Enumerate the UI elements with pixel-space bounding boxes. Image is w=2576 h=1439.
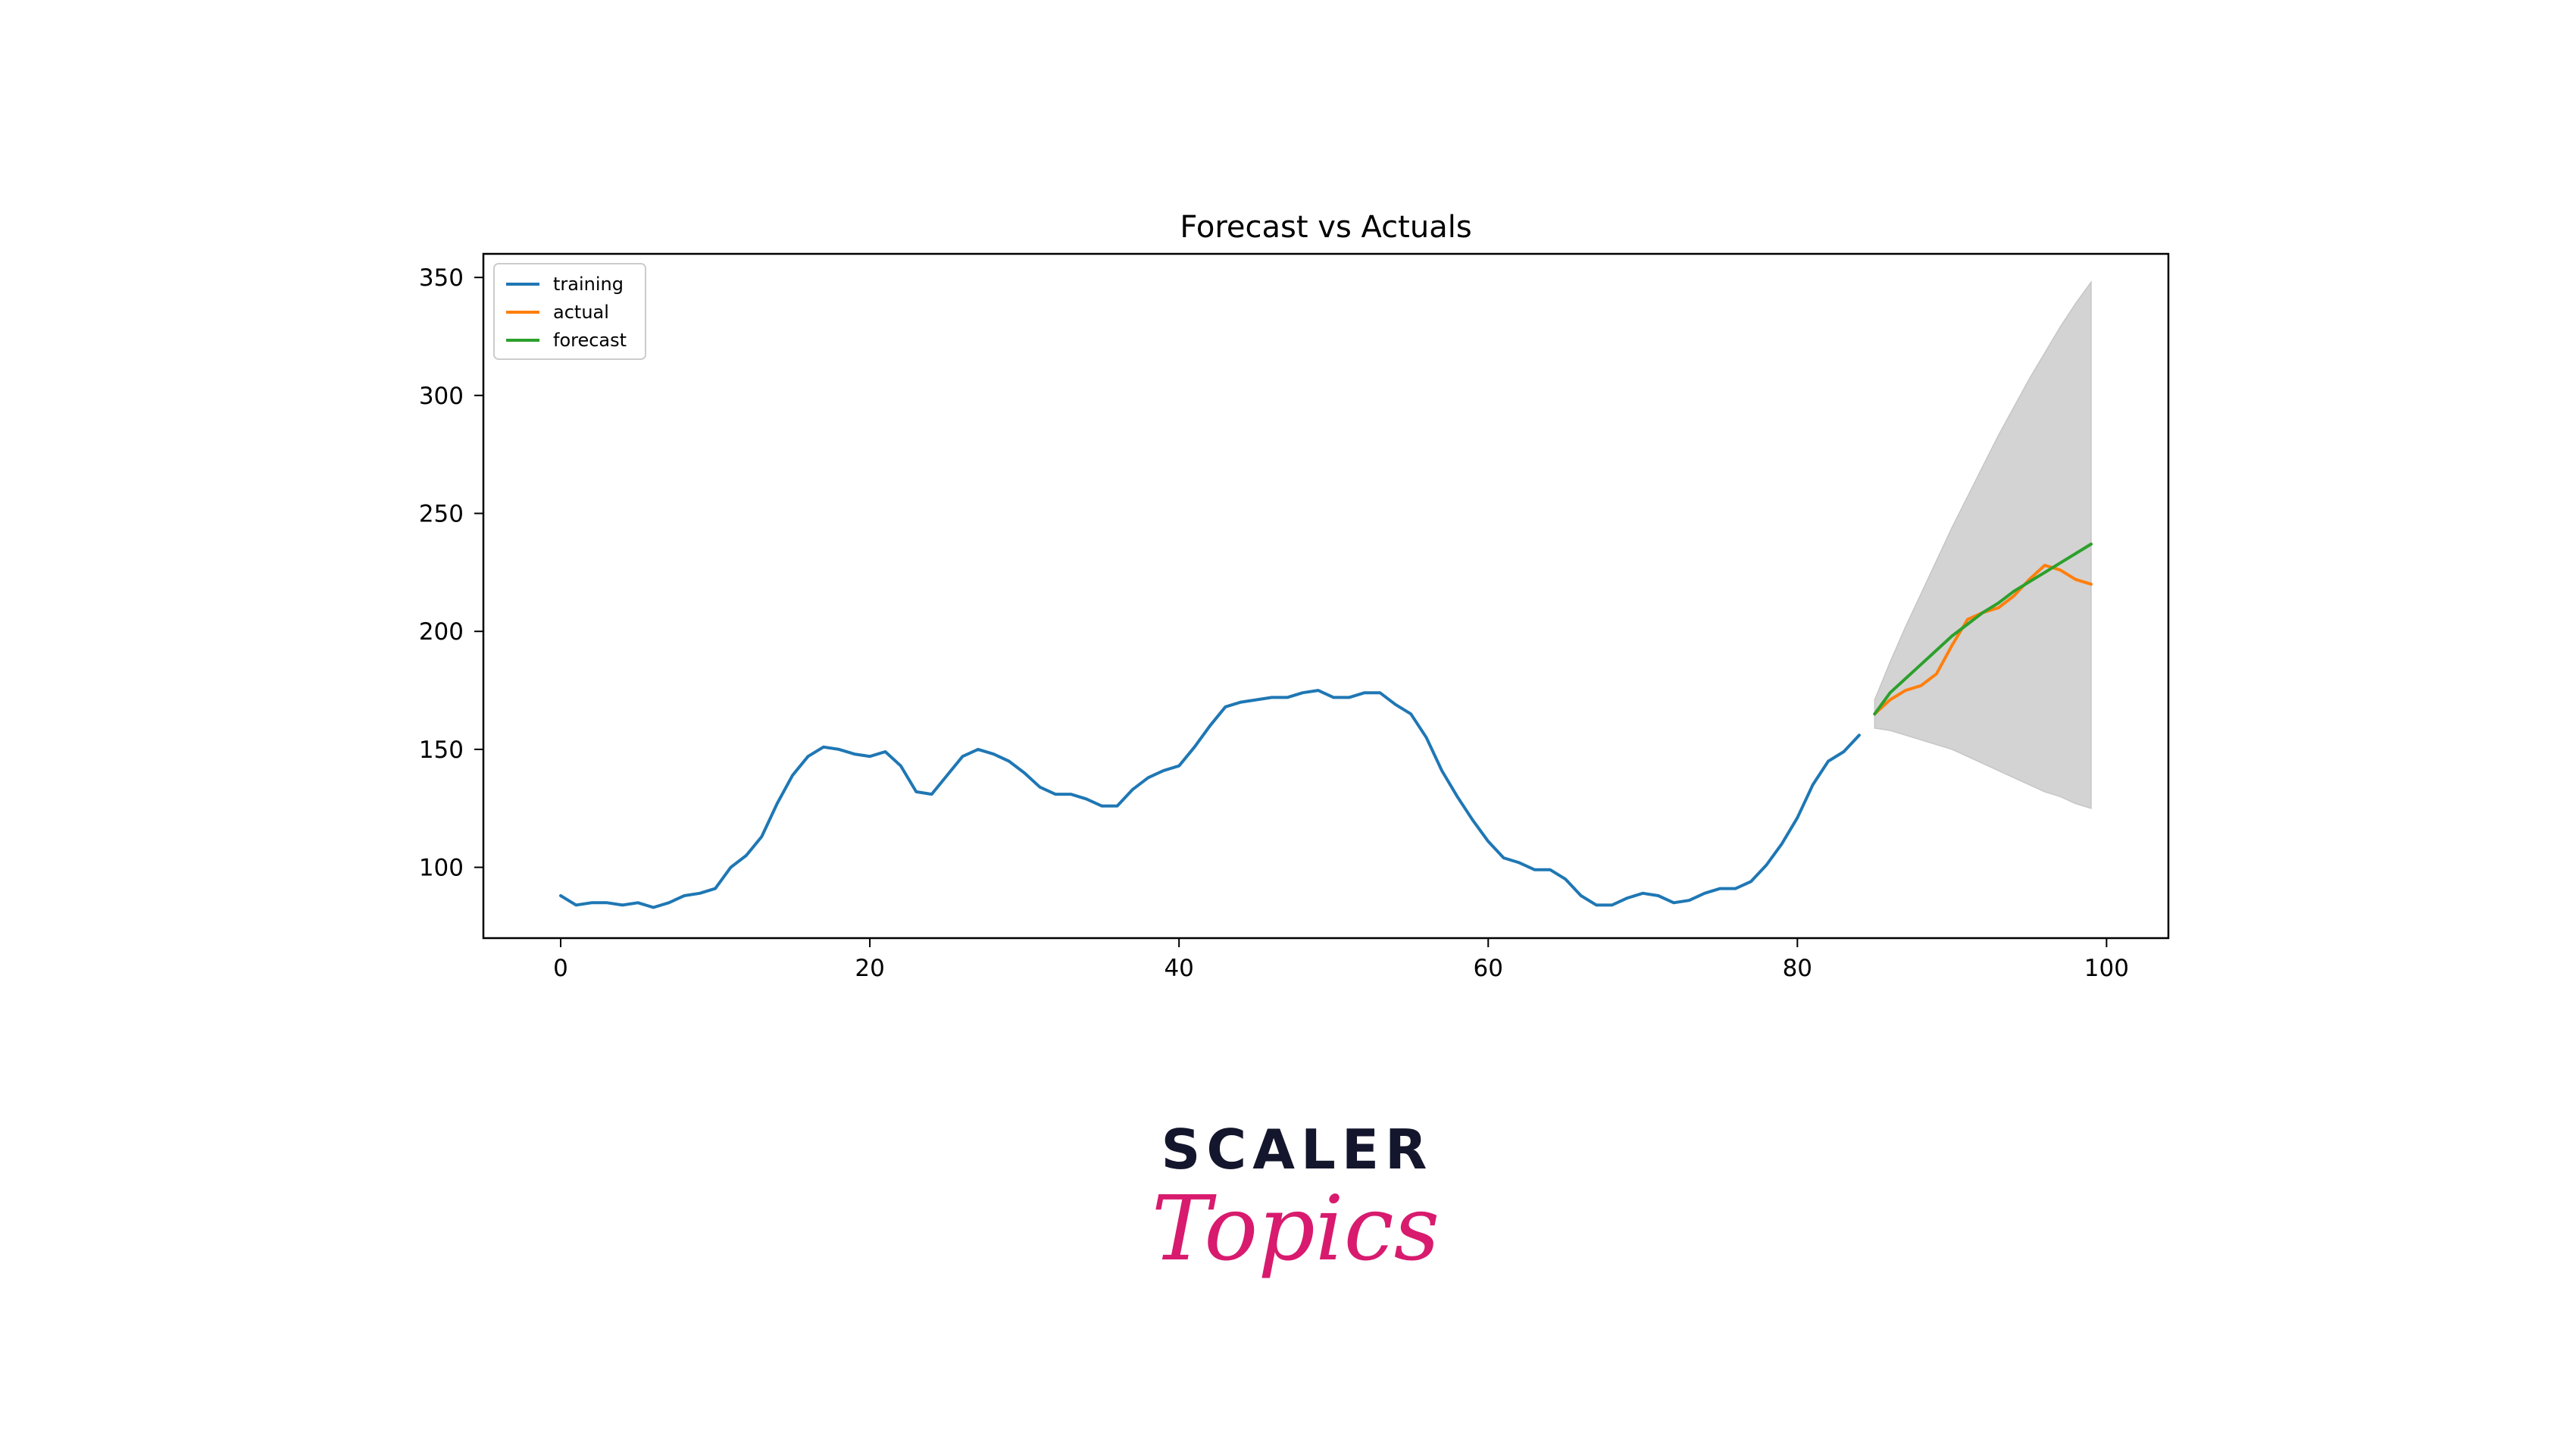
- scaler-topics-logo: SCALER Topics: [1152, 1118, 1440, 1281]
- x-tick-label: 60: [1474, 955, 1503, 982]
- logo-topics-text: Topics: [1152, 1176, 1440, 1281]
- y-tick-label: 150: [419, 737, 464, 764]
- y-tick-label: 100: [419, 855, 464, 882]
- series-layer: [559, 543, 2093, 909]
- x-tick-label: 80: [1783, 955, 1812, 982]
- x-tick-label: 100: [2084, 955, 2129, 982]
- x-tick-label: 40: [1164, 955, 1193, 982]
- plot-frame: [482, 252, 2170, 940]
- legend-label-forecast: forecast: [553, 330, 627, 351]
- confidence-band-layer: [1874, 280, 2092, 809]
- legend: training actual forecast: [493, 263, 646, 360]
- series-line-training: [559, 689, 1861, 909]
- y-tick-label: 300: [419, 383, 464, 410]
- series-line-forecast: [1873, 543, 2093, 716]
- x-axis: 0 20 40 60 80 100: [553, 938, 2129, 982]
- x-tick-label: 0: [553, 955, 568, 982]
- x-tick-label: 20: [855, 955, 884, 982]
- legend-label-actual: actual: [553, 302, 609, 323]
- y-tick-label: 350: [419, 264, 464, 292]
- legend-label-training: training: [553, 274, 624, 295]
- y-tick-label: 200: [419, 618, 464, 646]
- legend-box: [493, 263, 646, 360]
- y-axis: 100 150 200 250 300 350: [419, 264, 483, 882]
- logo-scaler-text: SCALER: [1161, 1118, 1433, 1181]
- y-tick-label: 250: [419, 501, 464, 528]
- chart-title: Forecast vs Actuals: [1180, 210, 1471, 245]
- confidence-band: [1874, 280, 2092, 809]
